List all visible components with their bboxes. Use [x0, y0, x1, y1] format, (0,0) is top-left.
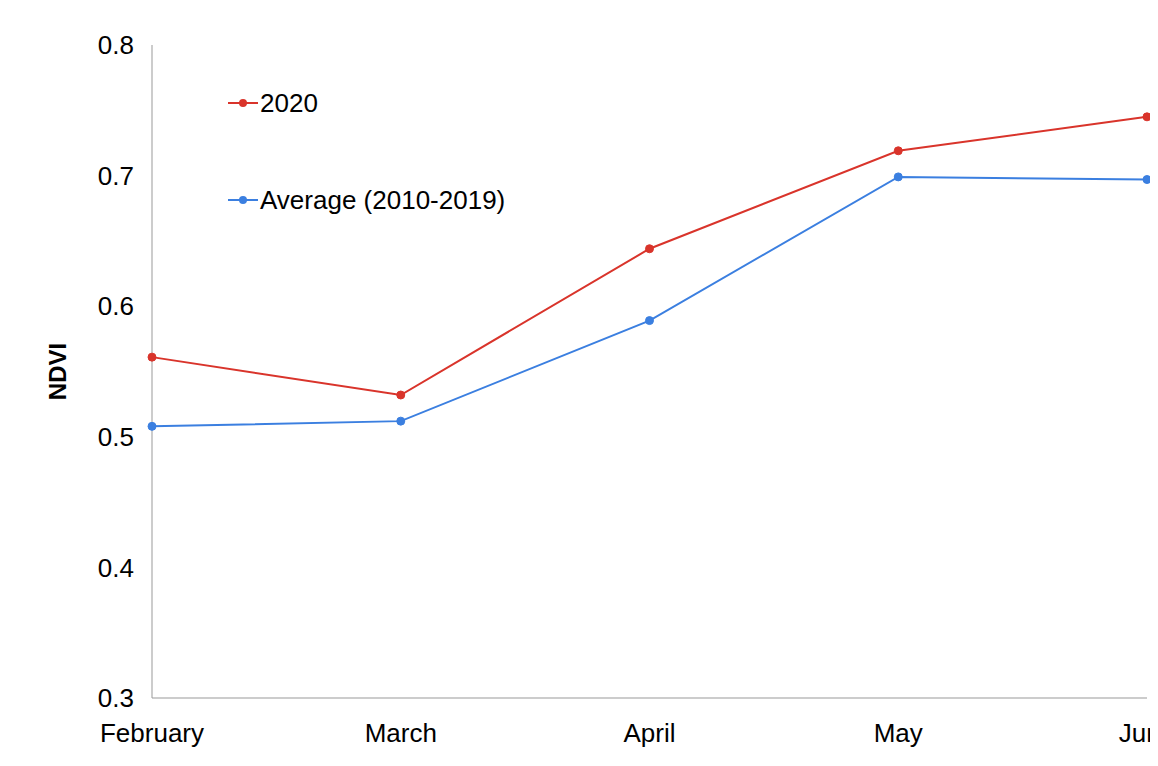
svg-text:0.8: 0.8	[98, 30, 134, 60]
svg-text:March: March	[365, 718, 437, 748]
svg-text:NDVI: NDVI	[44, 343, 71, 400]
html-text:2020: 2020	[260, 87, 318, 118]
svg-text:0.3: 0.3	[98, 683, 134, 713]
svg-text:June: June	[1119, 718, 1150, 748]
svg-text:April: April	[623, 718, 675, 748]
html-text:Average (2010-2019): Average (2010-2019)	[260, 184, 506, 215]
svg-text:0.4: 0.4	[98, 553, 134, 583]
svg-text:0.7: 0.7	[98, 161, 134, 191]
svg-text:May: May	[874, 718, 923, 748]
svg-text:0.6: 0.6	[98, 291, 134, 321]
svg-text:0.5: 0.5	[98, 422, 134, 452]
svg-text:February: February	[100, 718, 204, 748]
